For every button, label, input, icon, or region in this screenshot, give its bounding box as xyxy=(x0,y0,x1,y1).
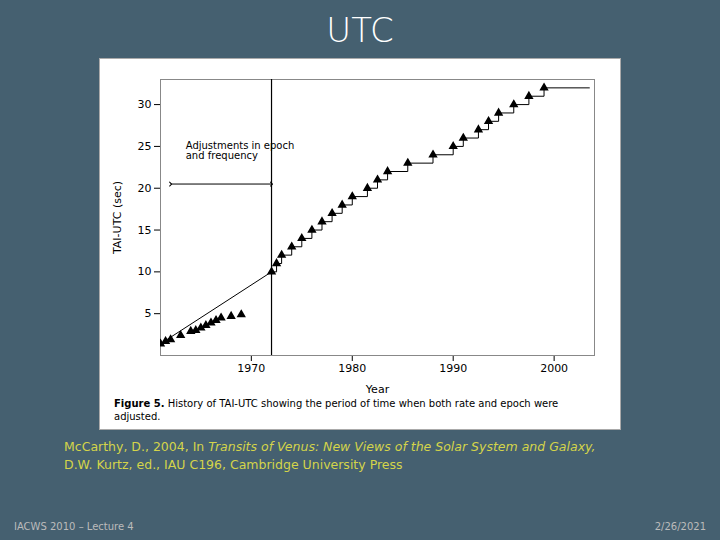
html-text:D.W. Kurtz, ed., IAU C196, Cam: D.W. Kurtz, ed., IAU C196, Cambridge Uni… xyxy=(64,457,403,472)
html-text:IACWS 2010 – Lecture 4: IACWS 2010 – Lecture 4 xyxy=(14,521,134,532)
svg-text:10: 10 xyxy=(138,265,152,278)
html-text:McCarthy, D., 2004, In Transit: McCarthy, D., 2004, In Transits of Venus… xyxy=(64,439,596,454)
svg-text:15: 15 xyxy=(138,224,152,237)
html-text:UTC: UTC xyxy=(326,10,394,50)
svg-text:Adjustments in epochand freque: Adjustments in epochand frequency xyxy=(186,140,295,161)
svg-text:1990: 1990 xyxy=(439,362,467,375)
svg-text:1970: 1970 xyxy=(237,362,265,375)
svg-text:1980: 1980 xyxy=(338,362,366,375)
svg-text:Year: Year xyxy=(365,383,390,396)
svg-text:30: 30 xyxy=(138,98,152,111)
svg-text:TAI-UTC (sec): TAI-UTC (sec) xyxy=(111,181,124,255)
html-text:2/26/2021: 2/26/2021 xyxy=(654,521,706,532)
svg-text:2000: 2000 xyxy=(540,362,568,375)
svg-text:20: 20 xyxy=(138,182,152,195)
html-text:Figure 5. History of TAI-UTC s: Figure 5. History of TAI-UTC showing the… xyxy=(114,398,559,422)
svg-text:5: 5 xyxy=(145,307,152,320)
svg-text:25: 25 xyxy=(138,140,152,153)
